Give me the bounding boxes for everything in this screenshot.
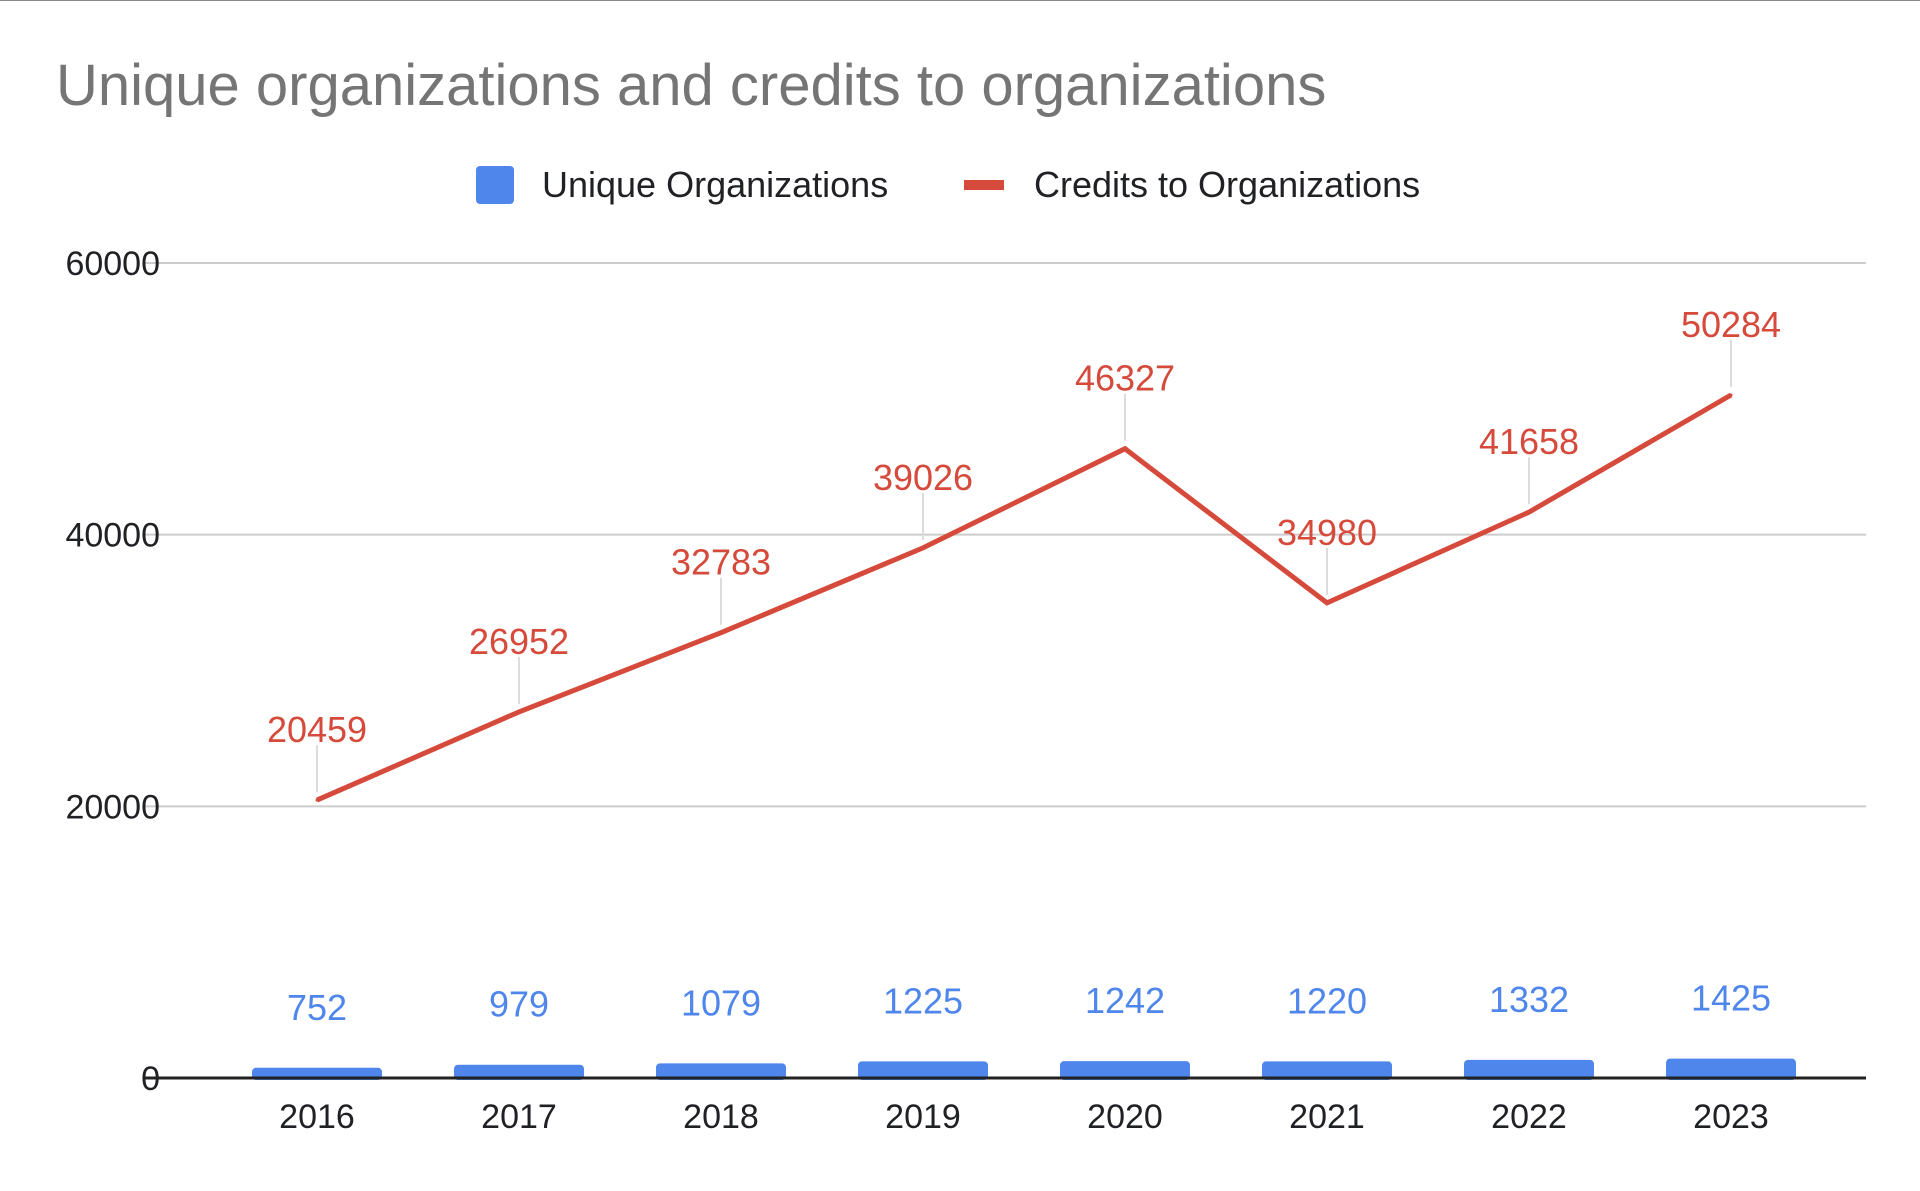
legend-swatch-bar-icon [476, 166, 514, 204]
line-point [1325, 601, 1329, 605]
line-point [719, 631, 723, 635]
chart-title: Unique organizations and credits to orga… [56, 53, 1327, 118]
bar [858, 1061, 988, 1080]
x-axis-ticks: 2016 2017 2018 2019 2020 2021 2022 2023 [279, 1098, 1769, 1136]
bar [1666, 1058, 1796, 1080]
legend-swatch-line-icon [964, 180, 1004, 190]
bar-data-label: 752 [287, 987, 347, 1028]
label-leaders [316, 339, 1732, 793]
line-point [1729, 393, 1733, 397]
y-axis-ticks: 0200004000060000 [65, 245, 160, 1098]
bar [454, 1064, 584, 1080]
x-tick-label: 2021 [1289, 1098, 1365, 1136]
chart-legend: Unique Organizations Credits to Organiza… [0, 160, 1920, 210]
legend-label: Credits to Organizations [1034, 164, 1421, 205]
line-point [517, 710, 521, 714]
line-series [315, 392, 1733, 803]
line-data-label: 50284 [1681, 304, 1781, 345]
legend-item-credits-to-organizations[interactable]: Credits to Organizations [964, 160, 1420, 210]
bar [1262, 1061, 1392, 1080]
bar-data-label: 1332 [1489, 979, 1569, 1020]
line-data-label: 26952 [469, 621, 569, 662]
y-tick-label: 60000 [65, 245, 160, 283]
bar-data-label: 1079 [681, 982, 761, 1023]
x-tick-label: 2022 [1491, 1098, 1567, 1136]
line-data-label: 34980 [1277, 512, 1377, 553]
line-data-label: 46327 [1075, 358, 1175, 399]
line-data-label: 39026 [873, 457, 973, 498]
bar [1464, 1059, 1594, 1080]
x-tick-label: 2016 [279, 1098, 355, 1136]
x-tick-label: 2017 [481, 1098, 557, 1136]
series-line-credits [315, 392, 1733, 803]
x-tick-label: 2023 [1693, 1098, 1769, 1136]
line-data-label: 32783 [671, 542, 771, 583]
x-tick-label: 2020 [1087, 1098, 1163, 1136]
line-point [1527, 510, 1531, 514]
bar [656, 1063, 786, 1080]
bar-series [252, 1058, 1796, 1080]
top-border [0, 0, 1920, 1]
gridlines [145, 262, 1866, 808]
legend-label: Unique Organizations [542, 164, 889, 205]
line-point [315, 798, 319, 802]
bar [1060, 1061, 1190, 1080]
bar-data-label: 1425 [1691, 978, 1771, 1019]
line-data-label: 20459 [267, 709, 367, 750]
y-tick-label: 20000 [65, 788, 160, 826]
bar-data-label: 979 [489, 984, 549, 1025]
bar-data-label: 1220 [1287, 980, 1367, 1021]
x-tick-label: 2018 [683, 1098, 759, 1136]
x-tick-label: 2019 [885, 1098, 961, 1136]
bar-data-label: 1225 [883, 980, 963, 1021]
bar-data-label: 1242 [1085, 980, 1165, 1021]
line-point [1123, 447, 1127, 451]
legend-item-unique-organizations[interactable]: Unique Organizations [476, 160, 888, 210]
y-tick-label: 40000 [65, 517, 160, 555]
line-point [921, 546, 925, 550]
line-data-label: 41658 [1479, 421, 1579, 462]
data-labels: 20459 26952 32783 39026 46327 34980 41658 50284… [267, 304, 1781, 1028]
